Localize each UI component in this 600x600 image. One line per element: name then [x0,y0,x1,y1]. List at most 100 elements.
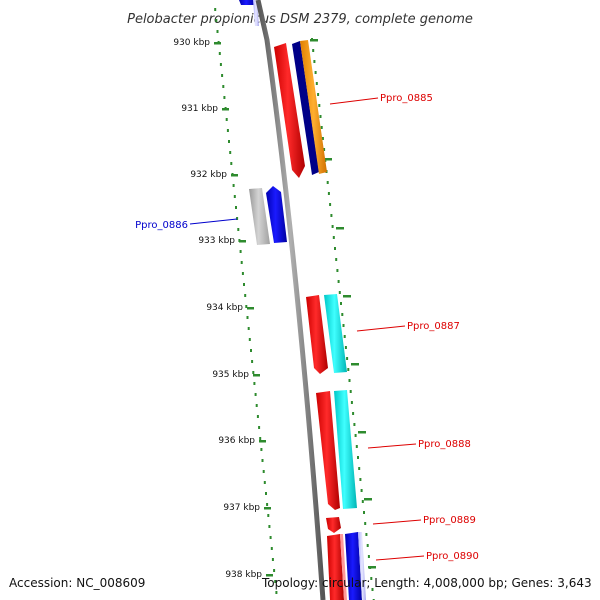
ruler-dot [259,437,262,440]
feature-red-0889 [326,517,341,533]
ruler-dot [266,503,269,506]
ruler-dot [350,401,353,404]
ruler-dot [268,525,271,528]
ruler-dot [255,404,258,407]
gene-label: Ppro_0885 [380,93,433,104]
ruler-dot [271,558,274,561]
ruler-dot [275,591,278,594]
ruler-dot [323,148,326,151]
ruler-dot [329,203,332,206]
feature-track [239,0,366,600]
ruler-dot [371,588,374,591]
gene-leader-line [189,218,238,225]
ruler-dot [258,426,261,429]
ruler-dot [319,115,322,118]
tick-label: 934 kbp [206,303,243,313]
ruler-dot [347,368,350,371]
tick-label: 933 kbp [198,236,235,246]
ruler-dot [251,360,254,363]
gene-label: Ppro_0887 [407,321,460,332]
ruler-dot [267,514,270,517]
ruler-dot [229,151,232,154]
tick-label: 938 kbp [225,570,262,580]
ruler-dot [273,569,276,572]
ruler-major-tick [364,498,372,501]
ruler-dot [253,382,256,385]
ruler-major-tick [343,295,351,298]
ruler-dot [245,305,248,308]
ruler-dot [341,313,344,316]
gene-leader-line [375,555,425,561]
ruler-dot [358,467,361,470]
ruler-dot [247,327,250,330]
ruler-dot [335,258,338,261]
ruler-dot [353,423,356,426]
ruler-dot [250,349,252,352]
ruler-dot [230,162,233,165]
ruler-major-tick [336,227,344,230]
ruler-dot [225,118,228,121]
ruler-dot [265,492,267,495]
ruler-major-tick [266,574,273,577]
ruler-dot [226,129,229,132]
ruler-dot [360,489,363,492]
ruler-dot [320,126,323,129]
gene-leader-line [329,97,379,105]
ruler-dot [237,228,240,231]
tick-label: 930 kbp [173,38,210,48]
ruler-dot [216,30,219,33]
ruler-dot [355,445,358,448]
ruler-dot [352,412,355,415]
gene-label: Ppro_0890 [426,551,479,562]
backbone [255,0,326,600]
tick-label: 932 kbp [190,170,227,180]
ruler-dot [248,338,251,341]
ruler-dot [370,577,373,580]
ruler-dot [261,459,264,462]
ruler-dot [244,294,247,297]
ruler-dot [340,302,342,305]
feature-lightblue-0890 [358,532,366,600]
gene-label: Ppro_0888 [418,439,471,450]
ruler-dot [240,261,243,264]
ruler-dot [338,291,341,294]
ruler-dot [315,82,318,85]
feature-red-0887 [306,295,328,374]
accession-text: Accession: NC_008609 [9,576,145,590]
ruler-dot [330,214,333,217]
ruler-dot [270,547,273,550]
ruler-dot [367,555,370,558]
ruler-dot [223,96,226,99]
gene-label: Ppro_0889 [423,515,476,526]
ruler-dot [215,19,218,22]
ruler-major-tick [358,431,366,434]
gene-leader-line [367,443,417,449]
ruler-dot [256,415,259,418]
tick-label: 936 kbp [218,436,255,446]
ruler-dot [239,250,242,253]
ruler-dot [232,184,235,187]
ruler-dot [219,63,222,66]
ruler-dot [321,137,324,140]
ruler-dot [313,60,316,63]
ruler-dot [365,533,368,536]
ruler-dot [262,470,265,473]
ruler-major-tick [253,374,260,377]
feature-blue-0890 [345,532,362,600]
ruler-dot [348,379,351,382]
ruler-dot [349,390,352,393]
ruler-dot [236,217,239,220]
gene-leader-line [372,519,422,525]
ruler-dot [222,85,225,88]
ruler-dot [364,522,367,525]
feature-navy-0885 [292,41,319,175]
ruler-dot [342,324,345,327]
ruler-dot [327,192,330,195]
ruler-dot [366,544,369,547]
topology-text: Topology: circular; Length: 4,008,000 bp… [261,576,592,590]
ruler-dot [331,225,334,228]
ruler-dot [336,269,339,272]
ruler-dot [254,393,257,396]
ruler-major-tick [222,108,229,111]
